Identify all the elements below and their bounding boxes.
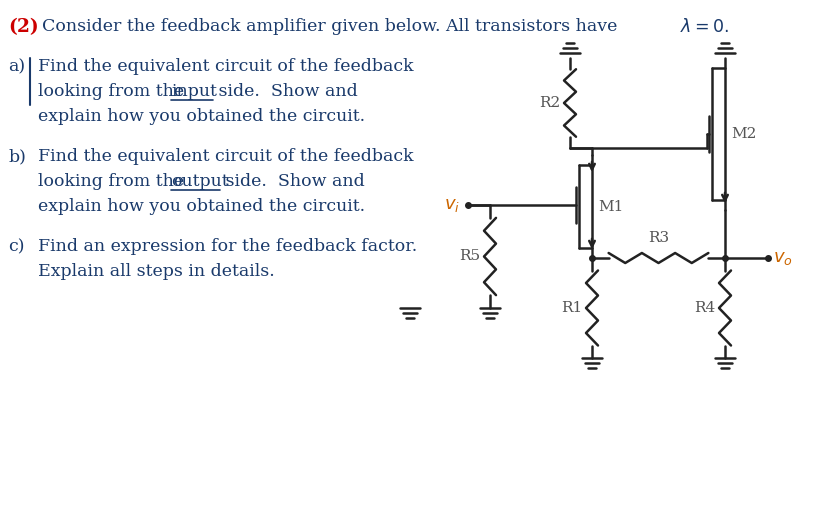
Text: $v_o$: $v_o$ (773, 249, 793, 267)
Text: explain how you obtained the circuit.: explain how you obtained the circuit. (38, 108, 365, 125)
Text: Find the equivalent circuit of the feedback: Find the equivalent circuit of the feedb… (38, 58, 414, 75)
Text: side.  Show and: side. Show and (220, 173, 365, 190)
Text: Consider the feedback amplifier given below. All transistors have: Consider the feedback amplifier given be… (42, 18, 617, 35)
Text: Explain all steps in details.: Explain all steps in details. (38, 263, 274, 280)
Text: input: input (171, 83, 217, 100)
Text: R5: R5 (459, 249, 480, 264)
Text: M1: M1 (598, 200, 624, 213)
Text: Find an expression for the feedback factor.: Find an expression for the feedback fact… (38, 238, 417, 255)
Text: R4: R4 (694, 301, 715, 315)
Text: looking from the: looking from the (38, 173, 190, 190)
Text: looking from the: looking from the (38, 83, 190, 100)
Text: $v_i$: $v_i$ (444, 196, 460, 214)
Text: b): b) (8, 148, 26, 165)
Text: a): a) (8, 58, 25, 75)
Text: side.  Show and: side. Show and (213, 83, 358, 100)
Text: c): c) (8, 238, 25, 255)
Text: M2: M2 (731, 127, 756, 141)
Text: $\lambda = 0.$: $\lambda = 0.$ (680, 18, 729, 36)
Text: (2): (2) (8, 18, 39, 36)
Text: R3: R3 (648, 231, 669, 245)
Text: output: output (171, 173, 228, 190)
Text: R2: R2 (539, 96, 560, 110)
Text: Find the equivalent circuit of the feedback: Find the equivalent circuit of the feedb… (38, 148, 414, 165)
Text: explain how you obtained the circuit.: explain how you obtained the circuit. (38, 198, 365, 215)
Text: R1: R1 (561, 301, 582, 315)
